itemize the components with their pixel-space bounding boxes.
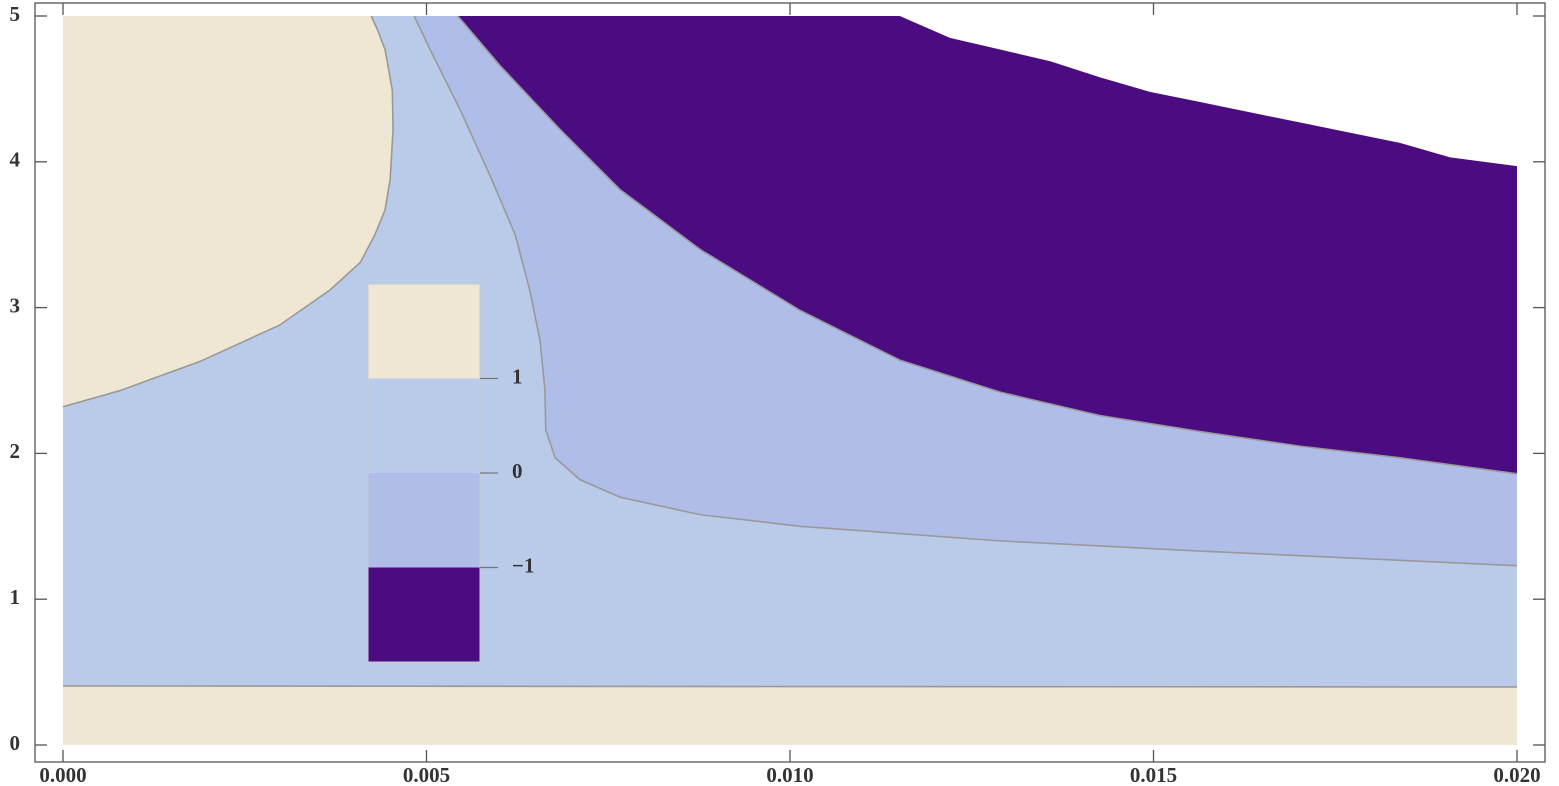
x-tick-label: 0.015 — [1130, 763, 1177, 786]
y-tick-label: 3 — [10, 293, 21, 317]
y-tick-label: 2 — [10, 439, 21, 463]
region-fill — [457, 16, 1517, 474]
y-tick-label: 4 — [10, 148, 21, 172]
colorbar-tick-label: −1 — [512, 553, 534, 577]
x-tick-label: 0.000 — [39, 763, 86, 786]
x-tick-label: 0.005 — [403, 763, 450, 786]
contour-line — [62, 15, 394, 408]
colorbar-tick-label: 1 — [512, 364, 523, 388]
colorbar-swatch — [368, 567, 480, 663]
contour-line — [457, 15, 1518, 475]
contour-line — [413, 15, 1518, 567]
y-tick-label: 1 — [10, 585, 21, 609]
y-tick-label: 5 — [10, 2, 21, 26]
colorbar-swatch — [368, 284, 480, 379]
y-tick-label: 0 — [10, 731, 21, 755]
colorbar-swatch — [368, 378, 480, 474]
x-tick-label: 0.010 — [766, 763, 813, 786]
region-fill — [63, 16, 394, 407]
undefined-region — [899, 16, 1517, 167]
colorbar-tick-label: 0 — [512, 459, 523, 483]
x-tick-label: 0.020 — [1493, 763, 1540, 786]
colorbar-swatch — [368, 473, 480, 568]
contour-line — [62, 685, 1518, 688]
region-fill — [63, 685, 1517, 745]
